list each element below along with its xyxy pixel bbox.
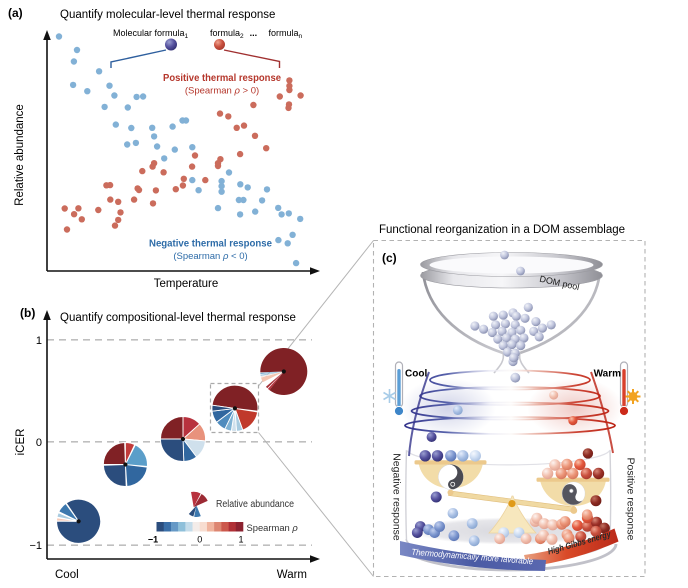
- svg-text:Quantify compositional-level t: Quantify compositional-level thermal res…: [60, 312, 296, 324]
- svg-text:Negative response: Negative response: [391, 453, 403, 541]
- svg-text:Temperature: Temperature: [154, 278, 219, 290]
- svg-text:(c): (c): [382, 251, 397, 265]
- svg-text:Functional reorganization in a: Functional reorganization in a DOM assem…: [379, 224, 625, 236]
- svg-text:Cool: Cool: [55, 569, 79, 581]
- svg-text:(b): (b): [20, 306, 35, 320]
- svg-text:formula2: formula2: [210, 28, 244, 40]
- svg-text:Relative abundance: Relative abundance: [14, 104, 26, 206]
- svg-text:Quantify molecular-level therm: Quantify molecular-level thermal respons…: [60, 9, 275, 21]
- svg-text:1: 1: [36, 335, 42, 347]
- svg-text:1: 1: [238, 535, 243, 545]
- svg-text:Negative thermal response: Negative thermal response: [149, 239, 272, 250]
- svg-text:Positive thermal response: Positive thermal response: [163, 73, 281, 84]
- svg-text:0: 0: [36, 437, 42, 449]
- svg-text:Spearman ρ: Spearman ρ: [247, 522, 299, 533]
- svg-text:formulan: formulan: [269, 28, 303, 40]
- svg-text:Warm: Warm: [277, 569, 307, 581]
- svg-text:...: ...: [250, 28, 258, 38]
- svg-text:Relative abundance: Relative abundance: [216, 499, 294, 510]
- svg-text:(a): (a): [8, 6, 23, 20]
- svg-text:Cool: Cool: [405, 369, 427, 380]
- svg-text:(Spearman ρ > 0): (Spearman ρ > 0): [185, 86, 259, 97]
- svg-text:−1: −1: [148, 535, 158, 545]
- svg-text:(Spearman ρ < 0): (Spearman ρ < 0): [173, 251, 247, 262]
- svg-text:Warm: Warm: [594, 369, 622, 380]
- svg-text:Molecular formula1: Molecular formula1: [113, 28, 189, 40]
- svg-text:−1: −1: [29, 540, 42, 552]
- svg-text:iCER: iCER: [15, 429, 27, 456]
- svg-text:Positive response: Positive response: [625, 458, 637, 541]
- svg-text:0: 0: [197, 535, 202, 545]
